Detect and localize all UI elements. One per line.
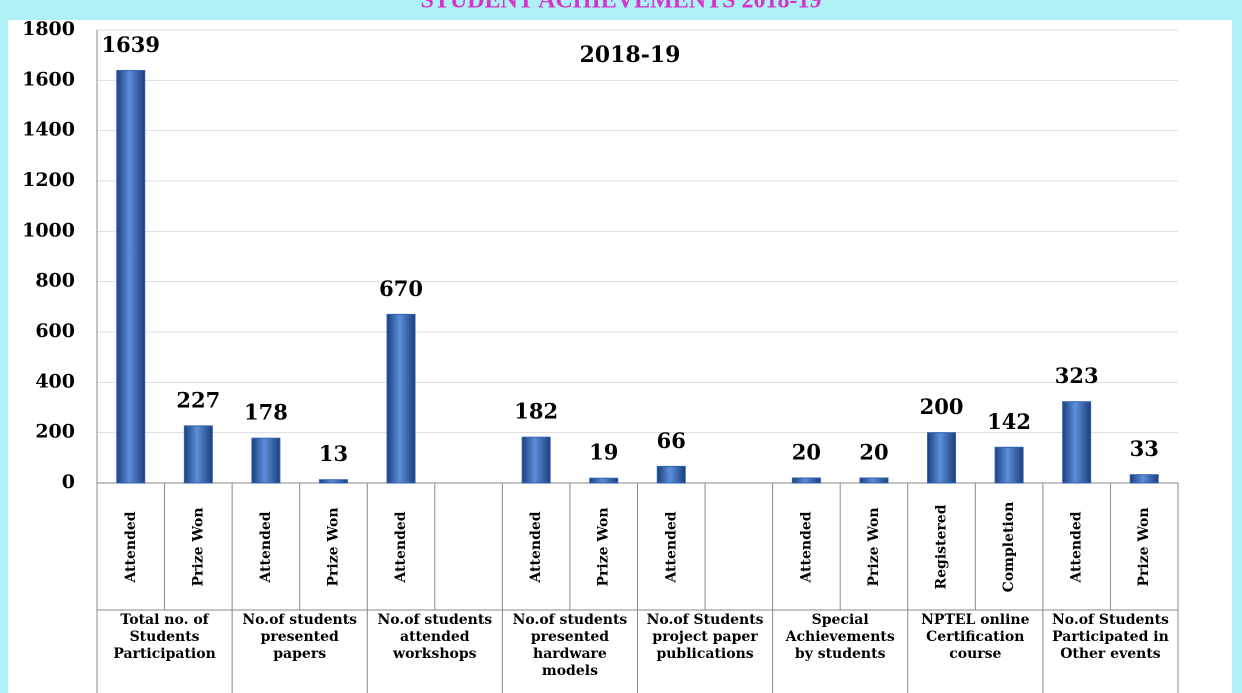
value-label: 227	[176, 387, 220, 412]
y-tick-label: 400	[35, 370, 75, 392]
value-label: 20	[859, 439, 888, 464]
y-tick-label: 1800	[22, 18, 75, 40]
x-tick-label: Completion	[1001, 502, 1017, 593]
chart-title: STUDENT ACHIEVEMENTS 2018-19	[421, 0, 822, 14]
chart-area	[8, 20, 1232, 693]
bar	[994, 446, 1024, 484]
group-label: No.of students attended workshops	[377, 612, 493, 662]
bar	[521, 436, 551, 484]
y-tick-label: 0	[62, 471, 75, 493]
x-tick-label: Prize Won	[325, 507, 341, 586]
value-label: 19	[589, 440, 618, 465]
value-label: 323	[1055, 363, 1099, 388]
group-label: No.of Students Participated in Other eve…	[1051, 612, 1169, 662]
bar	[656, 465, 686, 484]
y-tick-label: 1000	[22, 219, 75, 241]
chart-subtitle: 2018-19	[580, 42, 681, 68]
y-tick-label: 600	[35, 320, 75, 342]
x-tick-label: Registered	[934, 504, 950, 589]
value-label: 178	[244, 400, 288, 425]
bar	[1129, 474, 1159, 484]
bar	[386, 313, 416, 484]
x-tick-label: Attended	[798, 511, 814, 583]
value-label: 20	[792, 439, 821, 464]
group-label: No.of students presented papers	[242, 612, 358, 662]
y-tick-label: 800	[35, 270, 75, 292]
x-tick-label: Attended	[123, 511, 139, 583]
bar	[859, 477, 889, 484]
x-tick-label: Attended	[528, 511, 544, 583]
x-tick-label: Attended	[393, 511, 409, 583]
y-tick-label: 200	[35, 421, 75, 443]
value-label: 142	[987, 409, 1031, 434]
y-tick-label: 1400	[22, 119, 75, 141]
x-tick-label: Prize Won	[596, 507, 612, 586]
value-label: 182	[514, 399, 558, 424]
y-tick-label: 1600	[22, 68, 75, 90]
bar	[318, 479, 348, 484]
value-label: 66	[657, 428, 686, 453]
bar	[589, 477, 619, 484]
x-tick-label: Attended	[663, 511, 679, 583]
x-tick-label: Attended	[1069, 511, 1085, 583]
group-label: No.of students presented hardware models	[512, 612, 628, 679]
y-tick-label: 1200	[22, 169, 75, 191]
bar	[1062, 401, 1092, 484]
value-label: 13	[319, 441, 348, 466]
bar	[183, 425, 213, 484]
value-label: 670	[379, 276, 423, 301]
group-label: Special Achievements by students	[785, 612, 895, 662]
bar	[791, 477, 821, 484]
value-label: 33	[1130, 436, 1159, 461]
bar	[927, 432, 957, 484]
bar	[116, 70, 146, 484]
bar	[251, 437, 281, 484]
group-label: NPTEL online Certification course	[921, 612, 1030, 662]
x-tick-label: Prize Won	[1136, 507, 1152, 586]
value-label: 1639	[102, 32, 160, 57]
x-tick-label: Prize Won	[190, 507, 206, 586]
x-tick-label: Attended	[258, 511, 274, 583]
x-tick-label: Prize Won	[866, 507, 882, 586]
group-label: Total no. of Students Participation	[113, 612, 216, 662]
group-label: No.of Students project paper publication…	[646, 612, 764, 662]
value-label: 200	[920, 394, 964, 419]
